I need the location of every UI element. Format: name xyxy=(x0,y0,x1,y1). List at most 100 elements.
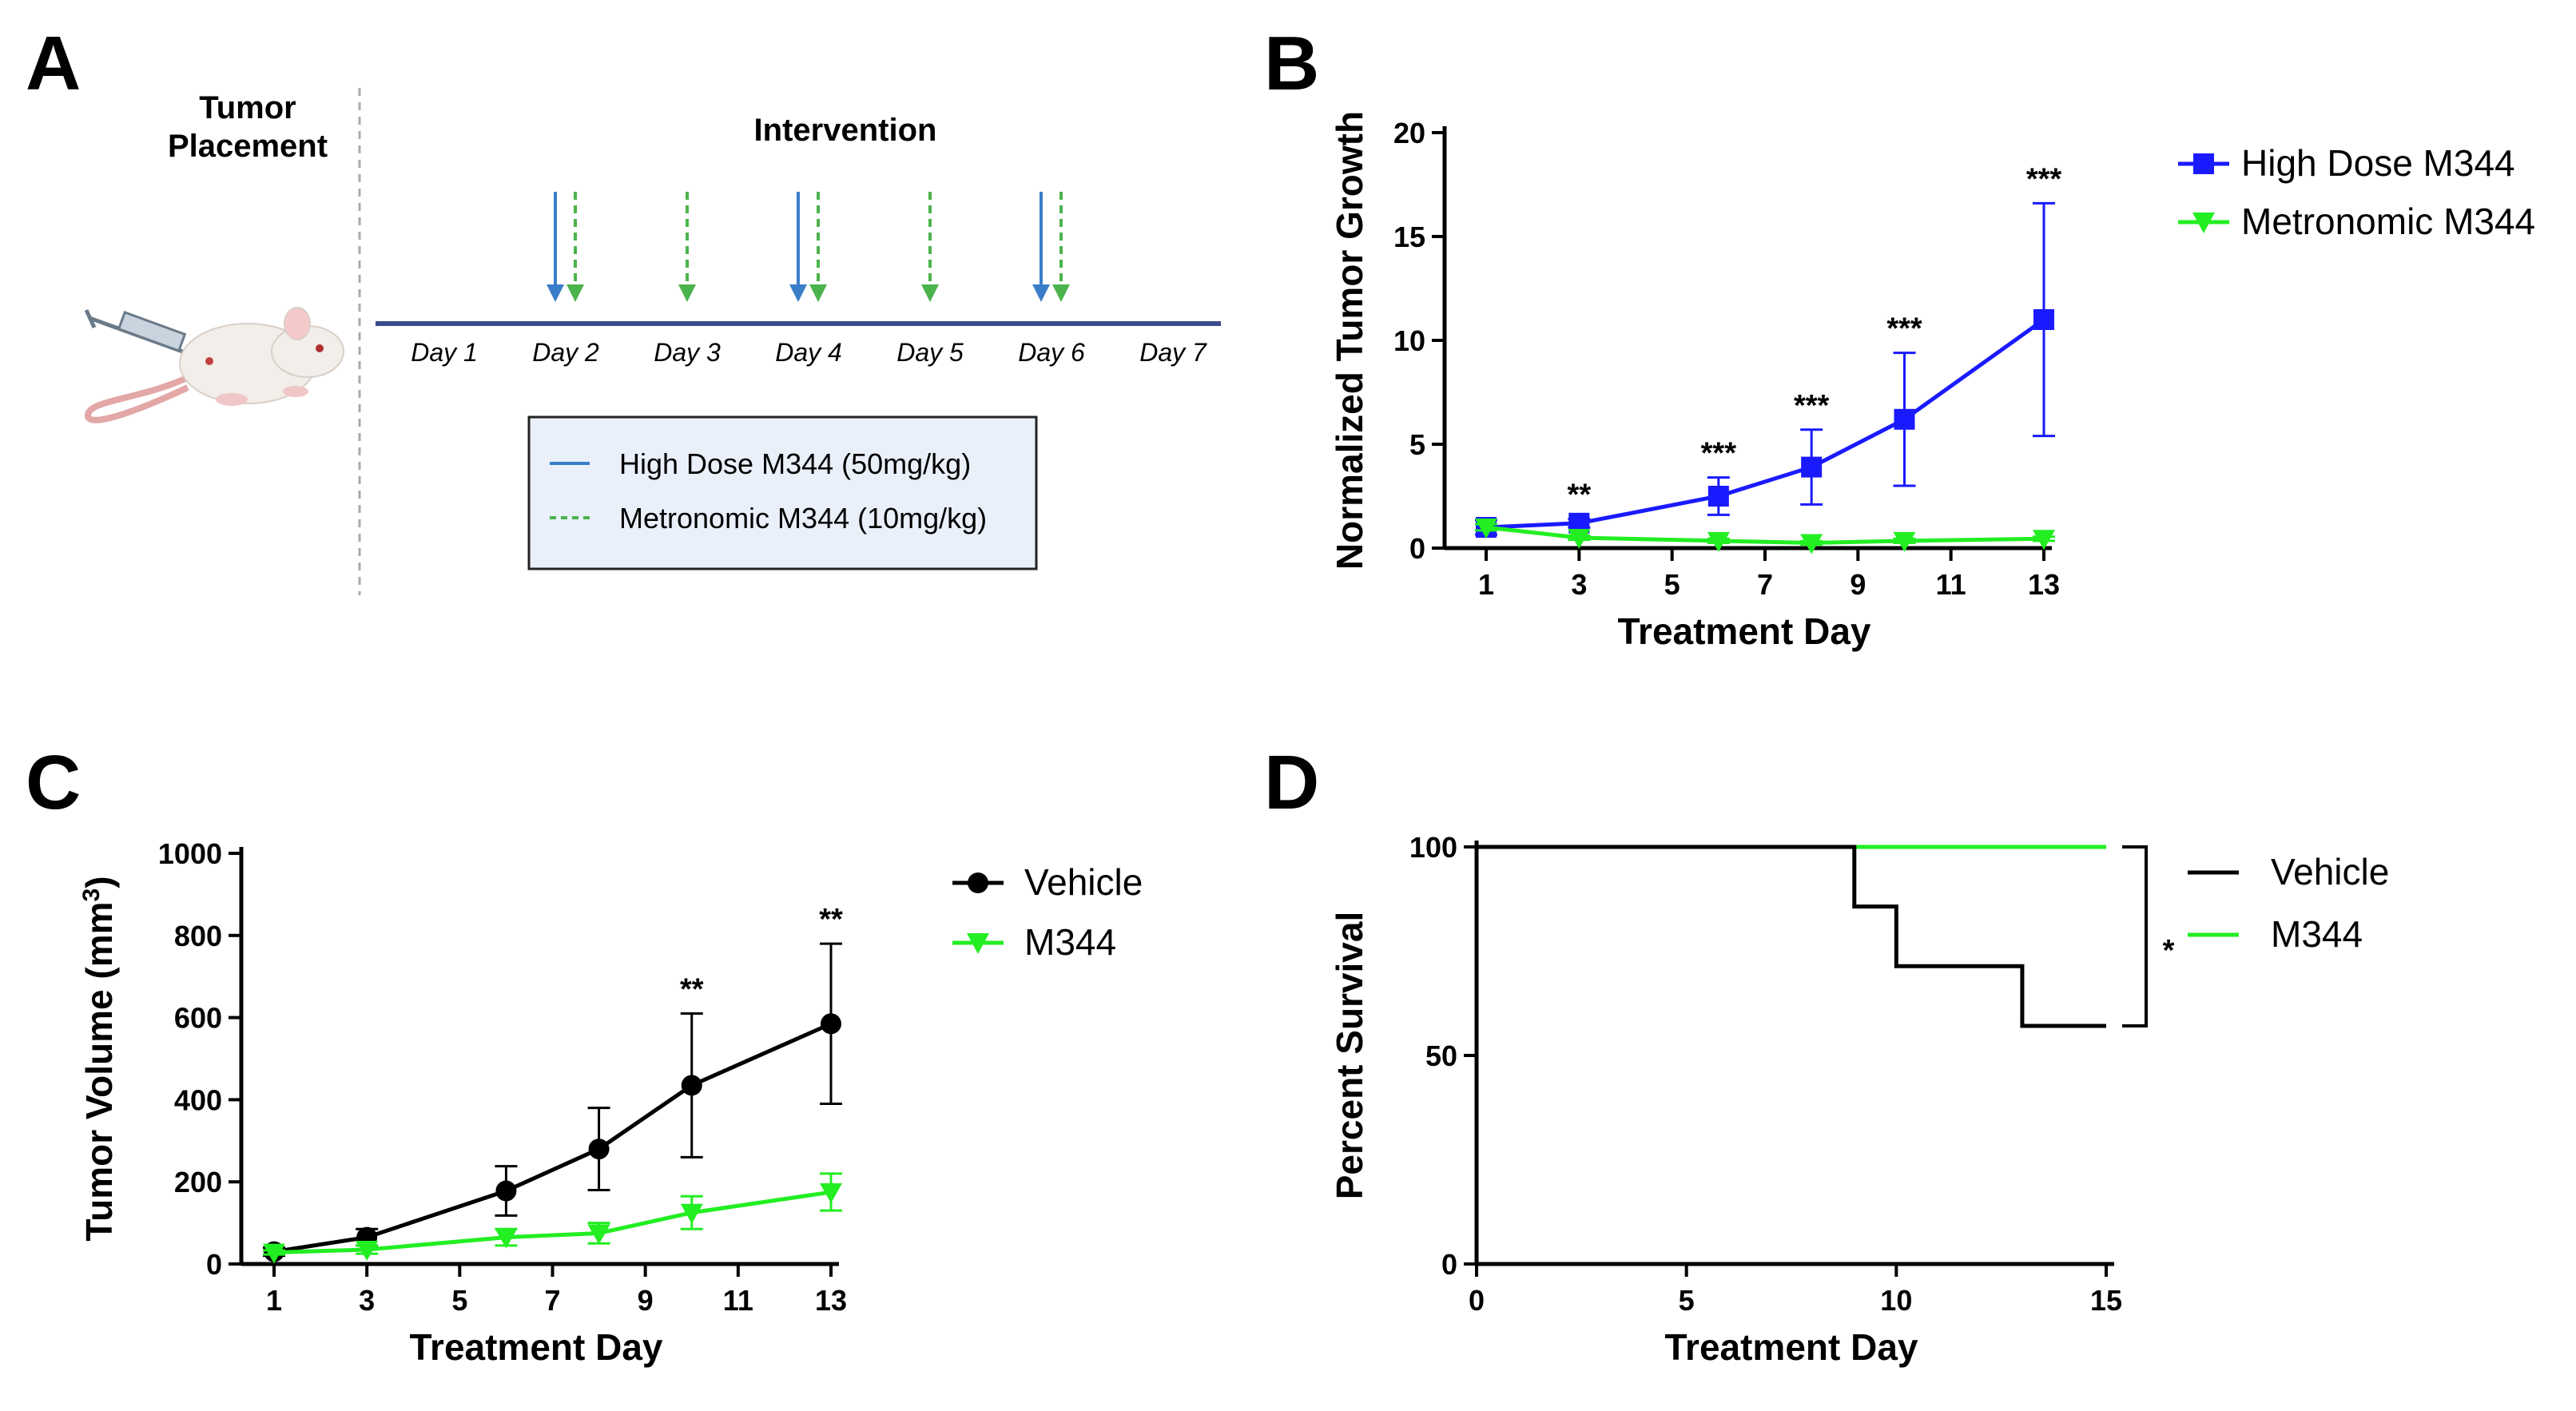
data-point xyxy=(820,1183,842,1204)
legend-c: Vehicle M344 xyxy=(952,861,1143,963)
legend-d: Vehicle M344 xyxy=(2188,851,2389,955)
metronomic-arrow-day-4 xyxy=(809,192,827,302)
legend-c-m344-label: M344 xyxy=(1024,921,1116,963)
significance-label: ** xyxy=(1568,479,1592,512)
metronomic-arrow-day-2 xyxy=(566,192,584,302)
series-0 xyxy=(263,942,842,1262)
data-point xyxy=(356,1241,379,1262)
high-dose-arrow-day-2 xyxy=(547,192,564,302)
data-point xyxy=(587,1224,610,1245)
high-dose-arrow-day-4 xyxy=(789,192,807,302)
y-tick-label: 15 xyxy=(1393,221,1425,253)
x-tick-label: 0 xyxy=(1469,1284,1485,1317)
dose-legend-box: High Dose M344 (50mg/kg) Metronomic M344… xyxy=(527,415,1038,570)
panel-letter-b: B xyxy=(1264,21,1319,106)
x-axis-label: Treatment Day xyxy=(1617,610,1870,652)
series-line xyxy=(1485,525,2045,546)
series-1 xyxy=(263,1172,842,1264)
y-axis-label: Tumor Volume (mm3) xyxy=(78,876,120,1241)
day-label-4: Day 4 xyxy=(775,338,842,367)
y-axis-label: Percent Survival xyxy=(1329,912,1370,1200)
high-dose-legend-label: High Dose M344 (50mg/kg) xyxy=(619,447,971,480)
x-tick-label: 9 xyxy=(638,1284,654,1317)
intervention-label: Intervention xyxy=(754,113,937,148)
day-labels: Day 1 Day 2 Day 3 Day 4 Day 5 Day 6 Day 7 xyxy=(411,338,1207,367)
x-tick-label: 7 xyxy=(1757,568,1773,601)
data-point xyxy=(1707,531,1730,552)
data-point xyxy=(495,1228,518,1249)
series-line xyxy=(273,1022,833,1254)
y-axis-label-close: ) xyxy=(78,876,120,888)
legend-d-m344-label: M344 xyxy=(2271,913,2363,955)
metronomic-arrow-day-5-head xyxy=(921,284,939,302)
y-tick-label: 5 xyxy=(1409,428,1425,461)
data-point xyxy=(821,1013,841,1035)
y-axis-label-text: Tumor Volume (mm xyxy=(78,901,120,1241)
high-dose-arrow-day-4-head xyxy=(789,284,807,302)
y-tick-label: 10 xyxy=(1393,324,1425,357)
data-point xyxy=(680,1203,703,1224)
legend-d-vehicle-label: Vehicle xyxy=(2271,851,2389,892)
panel-letter-d: D xyxy=(1264,740,1319,825)
y-tick-label: 600 xyxy=(174,1002,222,1035)
series-line xyxy=(273,1190,832,1255)
data-point xyxy=(1800,534,1823,554)
day-label-2: Day 2 xyxy=(532,338,599,367)
day-label-1: Day 1 xyxy=(411,338,478,367)
y-tick-label: 0 xyxy=(206,1248,222,1281)
data-point xyxy=(1707,486,1729,507)
panel-d: D 0 50 100 0 5 10 15 Treatment Day Percent Survi… xyxy=(1264,740,2389,1368)
panel-letter-a: A xyxy=(26,21,81,106)
significance-label: * xyxy=(2163,934,2175,968)
day-label-6: Day 6 xyxy=(1018,338,1085,367)
metronomic-arrow-day-5 xyxy=(921,192,939,302)
y-tick-label: 800 xyxy=(174,920,222,952)
x-tick-label: 7 xyxy=(544,1284,560,1317)
x-tick-label: 13 xyxy=(2028,568,2060,601)
significance-label: *** xyxy=(1701,437,1737,471)
day-label-5: Day 5 xyxy=(896,338,964,367)
y-tick-label: 20 xyxy=(1393,117,1425,149)
metronomic-arrow-day-6-head xyxy=(1052,284,1070,302)
x-tick-label: 5 xyxy=(1664,568,1680,601)
y-tick-label: 400 xyxy=(174,1083,222,1116)
legend-c-m344-marker xyxy=(967,933,989,954)
y-tick-label: 0 xyxy=(1441,1248,1457,1281)
x-tick-label: 15 xyxy=(2090,1284,2122,1317)
y-tick-label: 100 xyxy=(1409,831,1457,864)
metronomic-legend-label: Metronomic M344 (10mg/kg) xyxy=(619,502,987,535)
data-point xyxy=(1475,519,1497,539)
panel-letter-c: C xyxy=(26,740,81,825)
legend-b: High Dose M344 Metronomic M344 xyxy=(2178,142,2535,242)
significance-label: *** xyxy=(1794,389,1830,423)
metronomic-arrow-day-4-head xyxy=(809,284,827,302)
metronomic-arrow-day-2-head xyxy=(566,284,584,302)
day-label-7: Day 7 xyxy=(1139,338,1207,367)
x-tick-label: 13 xyxy=(815,1284,847,1317)
x-tick-label: 1 xyxy=(266,1284,282,1317)
legend-b-high-marker xyxy=(2193,153,2214,174)
metronomic-arrow-day-6 xyxy=(1052,192,1070,302)
data-point xyxy=(588,1139,610,1160)
chart-d: 0 50 100 0 5 10 15 Treatment Day Percent Surviva… xyxy=(1329,831,2175,1368)
legend-b-metro-marker xyxy=(2192,213,2215,233)
significance-label: ** xyxy=(819,903,843,936)
x-tick-label: 5 xyxy=(451,1284,467,1317)
y-tick-label: 1000 xyxy=(158,837,222,870)
metronomic-arrow-day-3 xyxy=(678,192,696,302)
x-tick-label: 5 xyxy=(1679,1284,1695,1317)
series-0 xyxy=(1475,201,2055,538)
x-tick-label: 11 xyxy=(723,1284,753,1317)
legend-b-metro-label: Metronomic M344 xyxy=(2241,201,2535,242)
x-tick-label: 10 xyxy=(1880,1284,1912,1317)
series-line xyxy=(1485,317,2045,530)
y-tick-label: 50 xyxy=(1425,1039,1457,1072)
data-point xyxy=(1801,456,1823,478)
tumor-placement-line2: Placement xyxy=(168,129,328,164)
data-point xyxy=(495,1180,517,1202)
x-tick-label: 1 xyxy=(1478,568,1494,601)
